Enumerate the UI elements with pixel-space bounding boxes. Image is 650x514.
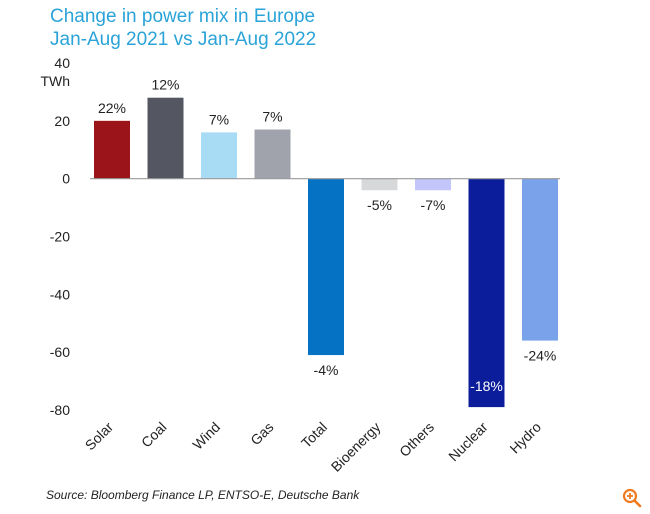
y-tick-label: 40: [54, 55, 70, 71]
data-label: 7%: [262, 109, 282, 125]
category-label: Solar: [82, 419, 117, 454]
data-label: -4%: [314, 362, 339, 378]
bar-solar: [94, 120, 130, 179]
data-label: -5%: [367, 197, 392, 213]
bar-nuclear: [468, 178, 505, 408]
category-label: Total: [298, 419, 330, 451]
y-tick-label: -40: [50, 286, 70, 302]
bar-coal: [147, 97, 184, 179]
bar-chart: 40 20 0 -20 -40 -60 -80 TWh 22% 12% 7% 7% -4% -5% -7% -…: [40, 55, 560, 475]
category-label: Bioenergy: [328, 419, 384, 475]
zoom-in-icon[interactable]: [622, 488, 642, 508]
category-label: Wind: [189, 419, 223, 453]
data-label: 7%: [209, 111, 229, 127]
bar-bioenergy: [361, 178, 398, 191]
category-label: Hydro: [506, 419, 544, 457]
data-label: -18%: [470, 378, 503, 394]
bar-hydro: [522, 178, 558, 341]
y-tick-label: -80: [50, 402, 70, 418]
y-tick-label: 20: [54, 113, 70, 129]
category-label: Others: [396, 419, 437, 460]
y-axis-unit: TWh: [40, 73, 70, 89]
y-tick-label: -60: [50, 344, 70, 360]
category-label: Gas: [247, 419, 276, 448]
y-tick-label: -20: [50, 229, 70, 245]
chart-title: Change in power mix in Europe: [50, 6, 316, 27]
bar-gas: [254, 129, 291, 179]
category-label: Coal: [138, 419, 170, 451]
bar-total: [308, 178, 344, 356]
data-label: 12%: [151, 77, 179, 93]
category-label: Nuclear: [445, 419, 491, 465]
data-label: -24%: [524, 348, 557, 364]
data-label: -7%: [421, 197, 446, 213]
source-note: Source: Bloomberg Finance LP, ENTSO-E, D…: [46, 488, 360, 502]
data-label: 22%: [98, 100, 126, 116]
bar-others: [415, 178, 451, 191]
bar-wind: [201, 132, 237, 179]
y-tick-label: 0: [62, 171, 70, 187]
chart-subtitle: Jan-Aug 2021 vs Jan-Aug 2022: [50, 29, 317, 50]
